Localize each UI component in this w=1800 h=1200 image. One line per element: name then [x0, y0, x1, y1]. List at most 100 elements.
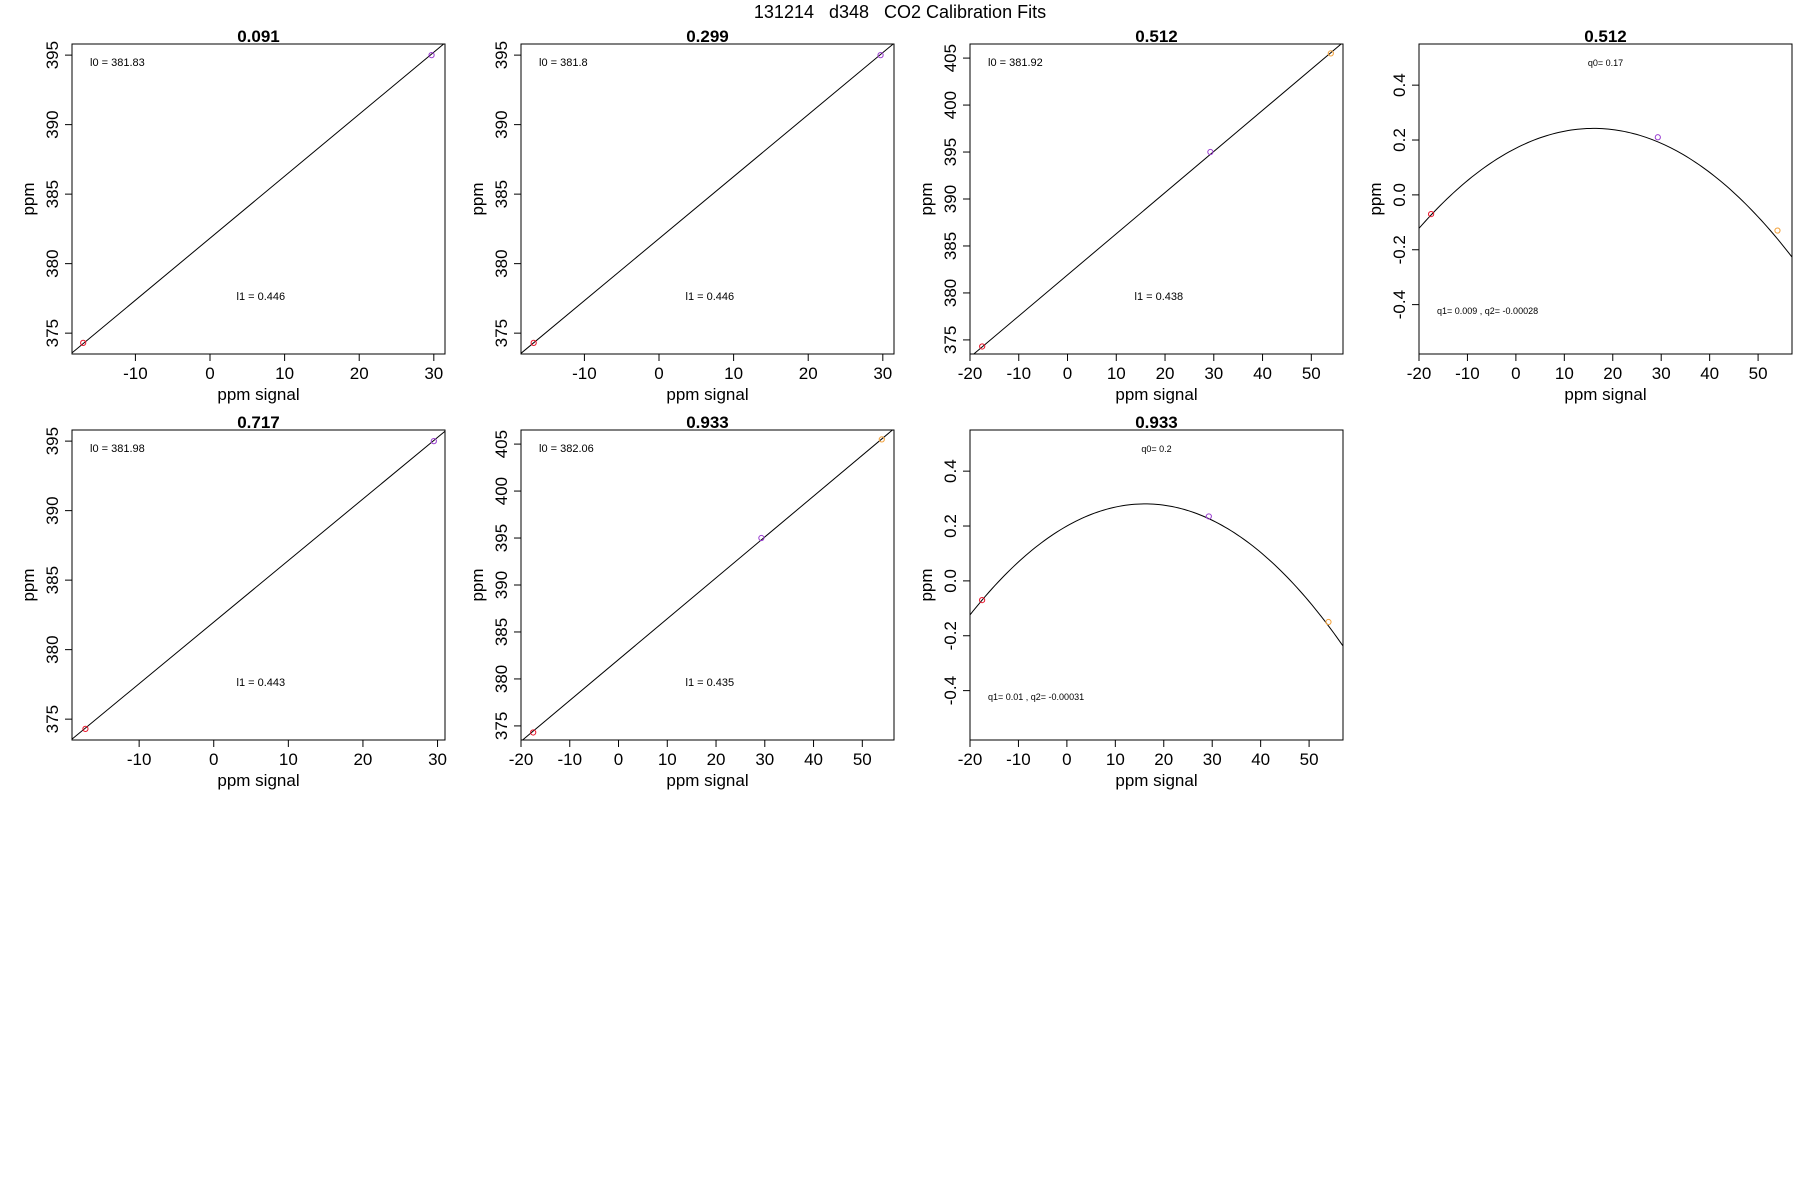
- y-tick-label: 375: [492, 319, 511, 347]
- x-tick-label: 10: [1555, 364, 1574, 383]
- y-tick-label: 380: [492, 665, 511, 693]
- x-tick-label: 30: [424, 364, 443, 383]
- x-tick-label: 20: [1154, 750, 1173, 769]
- fit-line: [72, 44, 445, 354]
- x-tick-label: 0: [205, 364, 214, 383]
- data-point: [530, 339, 537, 346]
- y-tick-label: 395: [43, 41, 62, 69]
- x-axis-label: ppm signal: [1115, 771, 1197, 790]
- y-tick-label: 405: [492, 430, 511, 458]
- x-tick-label: 10: [279, 750, 298, 769]
- plot-frame: [71, 43, 446, 355]
- x-tick-label: 30: [755, 750, 774, 769]
- plot-frame: [969, 43, 1344, 355]
- plot-frame: [1418, 43, 1793, 355]
- y-tick-label: 0.2: [941, 514, 960, 538]
- annotation-top: l0 = 381.92: [988, 57, 1043, 69]
- y-tick-label: -0.4: [941, 676, 960, 705]
- calibration-panel-4: 0.512 -20 -10 0 10 20 30 40 50 -0.4 -0.2 0.0 0.2 0.4 p…: [1366, 27, 1793, 404]
- annotation-top: l0 = 381.98: [90, 443, 145, 455]
- y-tick-label: 385: [43, 566, 62, 594]
- y-tick-label: 400: [492, 477, 511, 505]
- data-point: [878, 436, 885, 443]
- x-tick-label: 40: [1253, 364, 1272, 383]
- data-point: [1428, 210, 1435, 218]
- x-tick-label: 30: [873, 364, 892, 383]
- x-tick-label: 0: [614, 750, 623, 769]
- x-axis-label: ppm signal: [217, 771, 299, 790]
- x-tick-label: 20: [799, 364, 818, 383]
- x-axis-label: ppm signal: [666, 771, 748, 790]
- y-tick-label: 395: [941, 138, 960, 166]
- x-tick-label: -10: [1006, 364, 1031, 383]
- y-tick-label: 375: [43, 705, 62, 733]
- x-tick-label: -10: [557, 750, 582, 769]
- y-axis-label: ppm: [19, 568, 38, 601]
- y-tick-label: 375: [43, 319, 62, 347]
- x-axis-label: ppm signal: [217, 385, 299, 404]
- x-tick-label: -20: [1407, 364, 1432, 383]
- x-tick-label: 10: [1106, 750, 1125, 769]
- x-tick-label: -10: [572, 364, 597, 383]
- x-tick-label: 10: [658, 750, 677, 769]
- x-tick-label: 10: [724, 364, 743, 383]
- x-tick-label: 0: [209, 750, 218, 769]
- y-tick-label: 390: [492, 571, 511, 599]
- y-tick-label: 380: [43, 635, 62, 663]
- y-axis-label: ppm: [19, 182, 38, 215]
- x-tick-label: 30: [428, 750, 447, 769]
- y-tick-label: 390: [492, 110, 511, 138]
- y-tick-label: 385: [492, 618, 511, 646]
- y-tick-label: -0.2: [1390, 235, 1409, 264]
- y-axis-label: ppm: [917, 182, 936, 215]
- panel-title: 0.933: [1135, 413, 1178, 432]
- calibration-panel-6: 0.933 -20 -10 0 10 20 30 40 50 375 380 385 390 395 400…: [468, 413, 895, 790]
- fit-line: [521, 430, 894, 740]
- x-tick-label: -10: [1455, 364, 1480, 383]
- x-tick-label: 40: [1251, 750, 1270, 769]
- data-point: [877, 52, 884, 59]
- x-tick-label: 20: [350, 364, 369, 383]
- y-tick-label: 390: [941, 185, 960, 213]
- data-point: [428, 52, 435, 59]
- x-tick-label: 0: [1511, 364, 1520, 383]
- y-tick-label: 0.4: [941, 459, 960, 483]
- annotation-top: l0 = 381.83: [90, 57, 145, 69]
- fit-line: [973, 44, 1342, 354]
- calibration-panel-5: 0.717 -10 0 10 20 30 375 380 385 390 395 ppm signal…: [19, 413, 447, 790]
- plot-frame: [71, 429, 446, 741]
- y-axis-label: ppm: [468, 568, 487, 601]
- y-tick-label: 380: [492, 249, 511, 277]
- data-point: [80, 339, 87, 346]
- panel-title: 0.717: [237, 413, 280, 432]
- x-tick-label: 20: [707, 750, 726, 769]
- annotation-bottom: q1= 0.009 , q2= -0.00028: [1437, 306, 1538, 316]
- annotation-top: q0= 0.17: [1588, 58, 1623, 68]
- x-tick-label: 20: [353, 750, 372, 769]
- y-tick-label: 0.2: [1390, 128, 1409, 152]
- x-axis-label: ppm signal: [1115, 385, 1197, 404]
- x-tick-label: 50: [1749, 364, 1768, 383]
- calibration-panel-3: 0.512 -20 -10 0 10 20 30 40 50 375 380 385 390 395 400…: [917, 27, 1344, 404]
- data-point: [1207, 148, 1214, 156]
- fit-line: [72, 430, 445, 740]
- fit-curve: [1419, 127, 1792, 258]
- annotation-top: l0 = 381.8: [539, 57, 588, 69]
- x-tick-label: -20: [958, 364, 983, 383]
- data-point: [1654, 134, 1661, 141]
- panel-title: 0.512: [1584, 27, 1627, 46]
- data-point: [979, 343, 986, 350]
- y-axis-label: ppm: [917, 568, 936, 601]
- x-tick-label: 0: [1062, 750, 1071, 769]
- x-axis-label: ppm signal: [1564, 385, 1646, 404]
- x-tick-label: 30: [1652, 364, 1671, 383]
- data-point: [1327, 50, 1334, 57]
- annotation-bottom: l1 = 0.446: [686, 291, 735, 303]
- y-tick-label: 375: [492, 712, 511, 740]
- y-tick-label: 390: [43, 110, 62, 138]
- data-point: [1205, 513, 1212, 520]
- annotation-top: l0 = 382.06: [539, 443, 594, 455]
- data-point: [82, 725, 89, 732]
- x-tick-label: 40: [804, 750, 823, 769]
